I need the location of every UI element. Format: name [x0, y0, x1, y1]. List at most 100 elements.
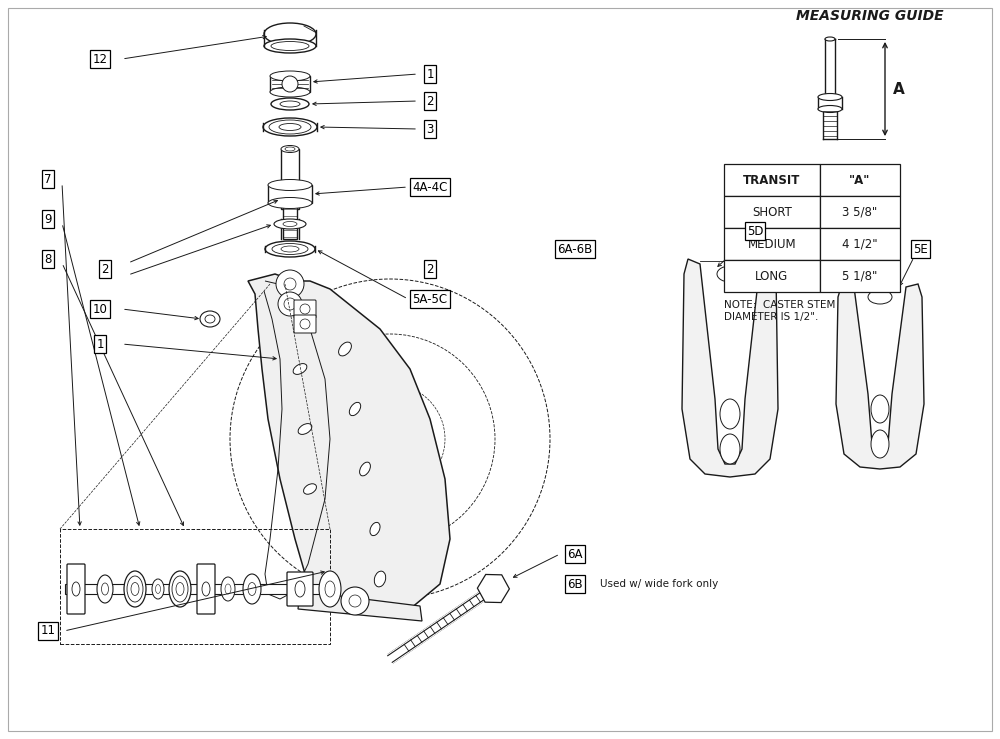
Text: 12: 12: [93, 52, 108, 66]
Ellipse shape: [131, 582, 139, 596]
Bar: [65, 584, 330, 594]
Circle shape: [278, 292, 302, 316]
Circle shape: [300, 319, 310, 329]
Ellipse shape: [172, 576, 188, 602]
Ellipse shape: [248, 582, 256, 596]
Text: 2: 2: [426, 262, 434, 276]
Ellipse shape: [264, 23, 316, 45]
Ellipse shape: [871, 430, 889, 458]
Text: 7: 7: [44, 172, 52, 185]
Text: MEDIUM: MEDIUM: [748, 237, 796, 251]
Polygon shape: [682, 259, 778, 477]
Ellipse shape: [374, 571, 386, 587]
FancyBboxPatch shape: [287, 572, 313, 606]
Ellipse shape: [295, 581, 305, 597]
Polygon shape: [836, 284, 924, 469]
Text: 4 1/2": 4 1/2": [842, 237, 878, 251]
Circle shape: [284, 298, 296, 310]
Circle shape: [276, 270, 304, 298]
Ellipse shape: [281, 146, 299, 152]
Circle shape: [349, 595, 361, 607]
Ellipse shape: [717, 266, 743, 282]
Ellipse shape: [825, 37, 835, 41]
FancyBboxPatch shape: [197, 564, 215, 614]
Text: 2: 2: [101, 262, 109, 276]
Ellipse shape: [268, 197, 312, 208]
Ellipse shape: [243, 574, 261, 604]
Text: MEASURING GUIDE: MEASURING GUIDE: [796, 9, 944, 23]
Text: TRANSIT: TRANSIT: [743, 174, 801, 186]
Text: 4A-4C: 4A-4C: [412, 180, 448, 194]
Text: "A": "A": [849, 174, 871, 186]
Bar: [281, 149, 299, 209]
Ellipse shape: [205, 315, 215, 323]
Ellipse shape: [349, 402, 361, 415]
Ellipse shape: [176, 582, 184, 596]
Ellipse shape: [271, 98, 309, 110]
Ellipse shape: [152, 579, 164, 599]
Ellipse shape: [370, 522, 380, 536]
Bar: [820, 228, 900, 260]
Ellipse shape: [97, 575, 113, 603]
Ellipse shape: [818, 106, 842, 112]
Ellipse shape: [264, 39, 316, 53]
Text: 8: 8: [44, 253, 52, 265]
Ellipse shape: [720, 434, 740, 464]
Text: 2: 2: [426, 95, 434, 107]
Ellipse shape: [871, 395, 889, 423]
Text: 5 1/8": 5 1/8": [842, 270, 878, 282]
Ellipse shape: [269, 120, 311, 134]
Bar: [820, 164, 900, 196]
Text: A: A: [893, 81, 905, 97]
Text: Used w/ wide fork only: Used w/ wide fork only: [600, 579, 718, 589]
Ellipse shape: [360, 462, 370, 476]
Ellipse shape: [279, 123, 301, 131]
Ellipse shape: [319, 571, 341, 607]
Bar: [724, 196, 820, 228]
Ellipse shape: [127, 576, 143, 602]
FancyBboxPatch shape: [294, 300, 316, 318]
Text: 9: 9: [44, 213, 52, 225]
Circle shape: [300, 304, 310, 314]
Text: 6A-6B: 6A-6B: [557, 242, 593, 256]
Ellipse shape: [283, 222, 297, 226]
Circle shape: [282, 76, 298, 92]
Ellipse shape: [202, 582, 210, 596]
Ellipse shape: [281, 246, 299, 252]
Bar: [268, 185, 312, 203]
Ellipse shape: [274, 219, 306, 229]
Polygon shape: [298, 591, 422, 621]
Text: 3 5/8": 3 5/8": [842, 205, 878, 219]
Ellipse shape: [280, 101, 300, 107]
FancyBboxPatch shape: [294, 315, 316, 333]
Ellipse shape: [225, 584, 231, 594]
Ellipse shape: [868, 290, 892, 304]
Text: 11: 11: [41, 624, 56, 638]
FancyBboxPatch shape: [270, 76, 310, 92]
Bar: [724, 164, 820, 196]
Text: NOTE:  CASTER STEM
DIAMETER IS 1/2".: NOTE: CASTER STEM DIAMETER IS 1/2".: [724, 300, 835, 321]
Bar: [283, 203, 297, 239]
Text: 3: 3: [426, 123, 434, 135]
Ellipse shape: [270, 71, 310, 81]
Ellipse shape: [285, 147, 295, 151]
Ellipse shape: [818, 94, 842, 101]
Ellipse shape: [72, 582, 80, 596]
Text: 6B: 6B: [567, 577, 583, 590]
Ellipse shape: [270, 87, 310, 97]
Text: 5D: 5D: [747, 225, 763, 237]
Bar: [724, 260, 820, 292]
Text: 1: 1: [96, 338, 104, 350]
Text: 5E: 5E: [913, 242, 927, 256]
Ellipse shape: [169, 571, 191, 607]
Ellipse shape: [263, 118, 317, 136]
FancyBboxPatch shape: [67, 564, 85, 614]
Text: 10: 10: [93, 302, 107, 316]
Ellipse shape: [200, 311, 220, 327]
Text: 5A-5C: 5A-5C: [412, 293, 448, 305]
Ellipse shape: [221, 577, 235, 601]
Ellipse shape: [720, 399, 740, 429]
Ellipse shape: [272, 243, 308, 254]
Polygon shape: [248, 274, 450, 614]
Bar: [724, 228, 820, 260]
